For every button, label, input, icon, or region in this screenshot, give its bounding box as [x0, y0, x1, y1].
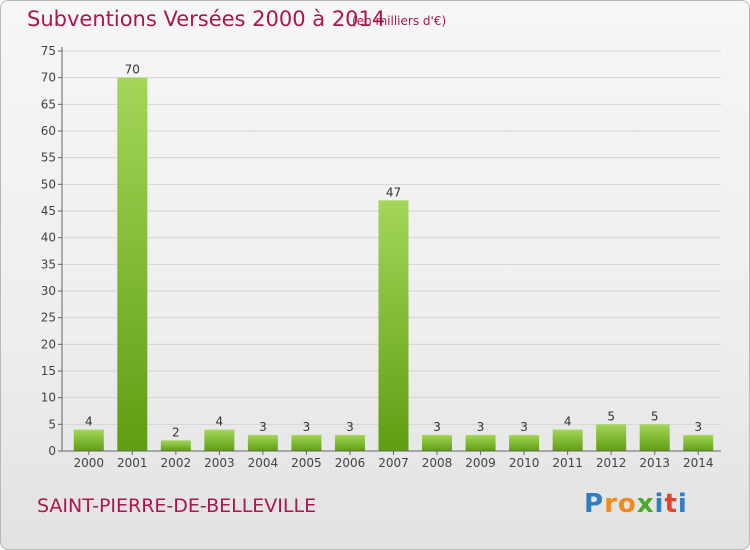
logo-letter: t — [664, 489, 678, 519]
x-tick-label: 2000 — [73, 456, 104, 470]
y-tick-label: 35 — [41, 257, 56, 271]
bar-2002 — [160, 440, 191, 451]
bar-value-label: 4 — [564, 415, 572, 429]
bar-value-label: 3 — [694, 420, 702, 434]
x-tick-label: 2008 — [422, 456, 453, 470]
bar-2004 — [247, 435, 278, 451]
bar-2012 — [596, 424, 627, 451]
x-tick-label: 2006 — [335, 456, 366, 470]
logo-letter: x — [636, 489, 655, 519]
y-tick-label: 55 — [41, 151, 56, 165]
bar-2013 — [639, 424, 670, 451]
bar-2014 — [683, 435, 714, 451]
bar-value-label: 3 — [346, 420, 354, 434]
x-tick-label: 2004 — [248, 456, 279, 470]
y-tick-label: 40 — [41, 231, 56, 245]
y-tick-label: 70 — [41, 71, 56, 85]
x-tick-label: 2009 — [465, 456, 496, 470]
bar-value-label: 3 — [303, 420, 311, 434]
x-tick-label: 2013 — [639, 456, 670, 470]
chart-title: Subventions Versées 2000 à 2014 — [27, 7, 386, 31]
y-tick-label: 65 — [41, 97, 56, 111]
bar-value-label: 3 — [520, 420, 528, 434]
y-tick-label: 10 — [41, 391, 56, 405]
x-tick-label: 2001 — [117, 456, 148, 470]
bar-2011 — [552, 429, 583, 451]
bar-2007 — [378, 200, 409, 451]
bar-2005 — [291, 435, 322, 451]
y-tick-label: 20 — [41, 337, 56, 351]
bar-value-label: 4 — [216, 415, 224, 429]
x-tick-label: 2012 — [596, 456, 627, 470]
y-tick-label: 30 — [41, 284, 56, 298]
y-tick-label: 45 — [41, 204, 56, 218]
bar-2009 — [465, 435, 496, 451]
proxiti-logo: Proxiti — [584, 489, 688, 519]
y-tick-label: 75 — [41, 44, 56, 58]
x-tick-label: 2011 — [552, 456, 583, 470]
logo-letter: P — [584, 489, 605, 519]
y-tick-label: 15 — [41, 364, 56, 378]
bar-value-label: 5 — [607, 409, 615, 423]
bar-value-label: 3 — [477, 420, 485, 434]
x-tick-label: 2007 — [378, 456, 409, 470]
x-tick-label: 2005 — [291, 456, 322, 470]
bar-2008 — [422, 435, 453, 451]
bar-value-label: 2 — [172, 425, 180, 439]
bar-2001 — [117, 77, 148, 452]
bar-layer: 4 70 2 4 3 3 3 47 3 3 3 4 5 5 3 — [73, 63, 714, 452]
bar-value-label: 4 — [85, 415, 93, 429]
x-tick-label: 2014 — [683, 456, 714, 470]
x-tick-label: 2010 — [509, 456, 540, 470]
bar-value-label: 47 — [386, 185, 401, 199]
logo-letter: i — [654, 489, 665, 519]
chart-unit-note: (en milliers d'€) — [352, 14, 447, 28]
x-tick-label: 2002 — [161, 456, 192, 470]
logo-letter: r — [604, 489, 618, 519]
bar-2010 — [509, 435, 540, 451]
logo-letter: o — [617, 489, 637, 519]
y-tick-label: 50 — [41, 177, 56, 191]
commune-name: SAINT-PIERRE-DE-BELLEVILLE — [37, 495, 317, 517]
y-tick-label: 5 — [48, 417, 56, 431]
x-tick-label: 2003 — [204, 456, 235, 470]
logo-letter: i — [677, 489, 688, 519]
bar-value-label: 5 — [651, 409, 659, 423]
y-tick-label: 0 — [48, 444, 56, 458]
bar-2000 — [73, 429, 104, 451]
y-tick-label: 25 — [41, 311, 56, 325]
bar-2003 — [204, 429, 235, 451]
bar-value-label: 3 — [259, 420, 267, 434]
bar-2006 — [334, 435, 365, 451]
bar-value-label: 3 — [433, 420, 441, 434]
bar-value-label: 70 — [125, 63, 140, 77]
y-tick-label: 60 — [41, 124, 56, 138]
